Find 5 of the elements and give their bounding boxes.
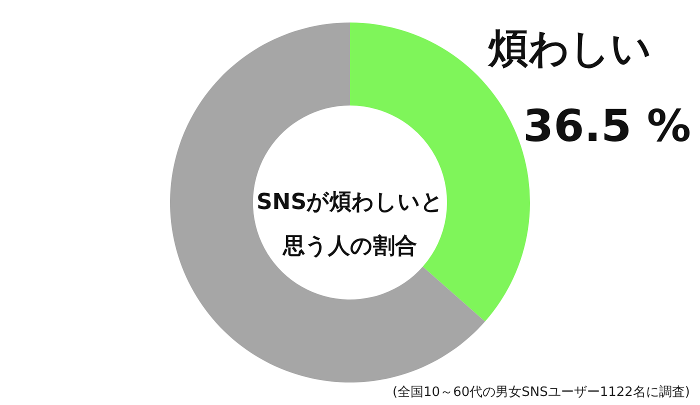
data-label: 36.5 % <box>523 101 691 152</box>
slice-label: 煩わしい <box>488 26 652 72</box>
donut-slice <box>170 22 486 382</box>
text: SNSが煩わしいと思う人の割合 <box>256 190 444 259</box>
text: (全国10～60代の男女SNSユーザー1122名に調査) <box>392 385 690 400</box>
